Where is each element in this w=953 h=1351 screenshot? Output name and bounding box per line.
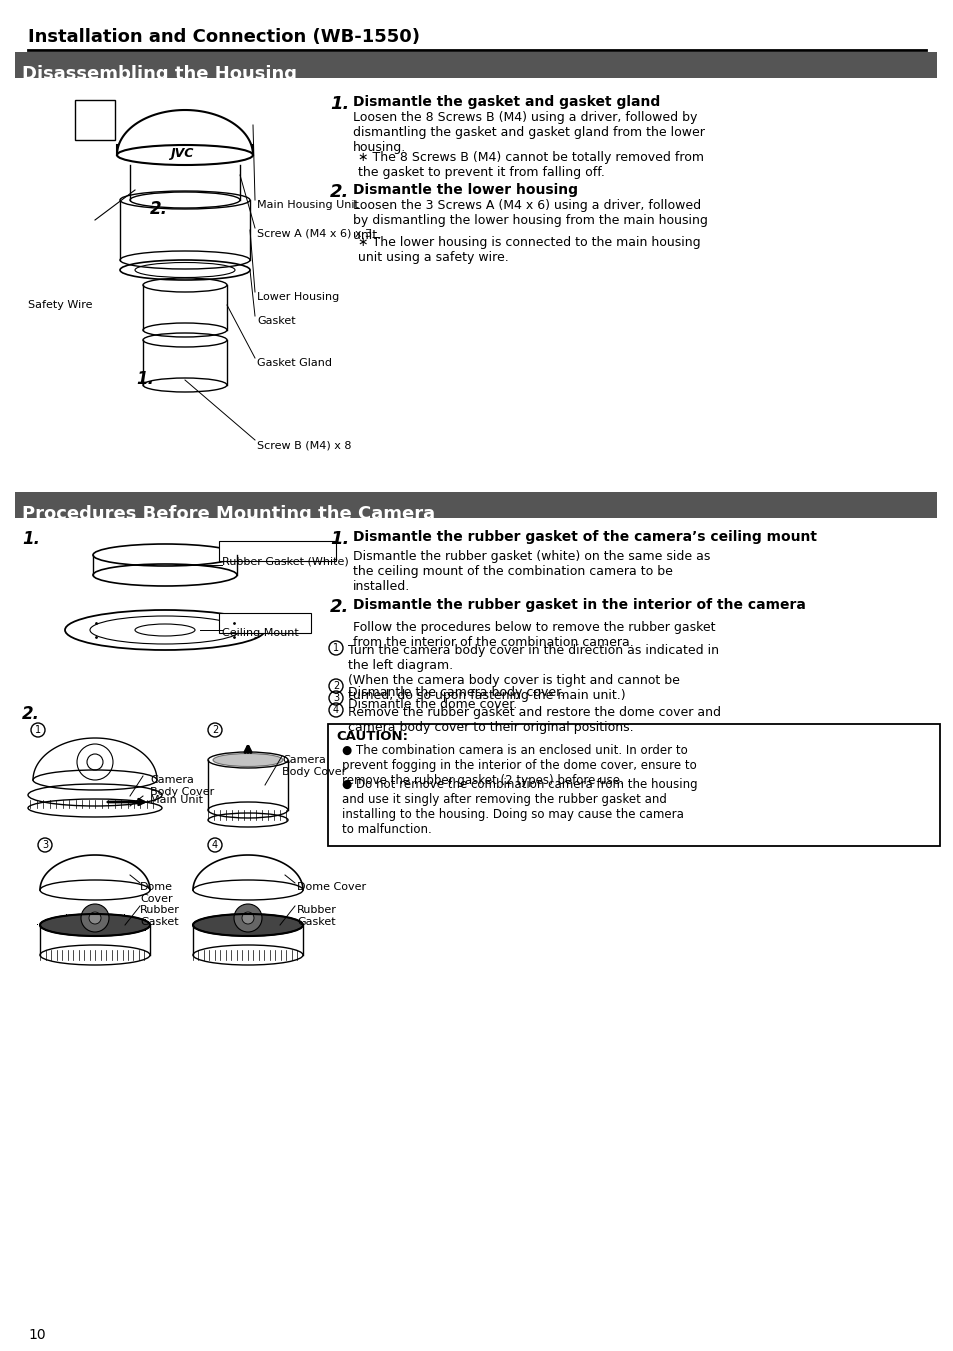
Text: Dome
Cover: Dome Cover	[140, 882, 172, 904]
Text: 2: 2	[212, 725, 218, 735]
Text: 1.: 1.	[22, 530, 40, 549]
Text: Disassembling the Housing: Disassembling the Housing	[22, 65, 296, 82]
Text: Screw B (M4) x 8: Screw B (M4) x 8	[256, 440, 351, 450]
Text: Camera
Body Cover: Camera Body Cover	[282, 755, 346, 777]
Text: Follow the procedures below to remove the rubber gasket
from the interior of the: Follow the procedures below to remove th…	[353, 621, 715, 648]
Text: 3: 3	[333, 693, 338, 703]
Text: Loosen the 8 Screws B (M4) using a driver, followed by
dismantling the gasket an: Loosen the 8 Screws B (M4) using a drive…	[353, 111, 704, 154]
Text: Dismantle the lower housing: Dismantle the lower housing	[353, 182, 578, 197]
Text: Camera
Body Cover: Camera Body Cover	[150, 775, 214, 797]
Circle shape	[81, 904, 109, 932]
Text: Gasket Gland: Gasket Gland	[256, 358, 332, 367]
Text: ∗ The lower housing is connected to the main housing
unit using a safety wire.: ∗ The lower housing is connected to the …	[357, 236, 700, 263]
Text: Rubber Gasket (White): Rubber Gasket (White)	[222, 557, 349, 566]
FancyBboxPatch shape	[15, 492, 936, 517]
Text: Dismantle the rubber gasket in the interior of the camera: Dismantle the rubber gasket in the inter…	[353, 598, 805, 612]
Bar	[75, 100, 115, 141]
Text: Safety Wire: Safety Wire	[28, 300, 92, 309]
Text: Installation and Connection (WB-1550): Installation and Connection (WB-1550)	[28, 28, 419, 46]
Text: Screw A (M4 x 6) x 3: Screw A (M4 x 6) x 3	[256, 228, 372, 238]
Text: 1: 1	[333, 643, 338, 653]
Text: Rubber
Gasket: Rubber Gasket	[296, 905, 336, 927]
Text: CAUTION:: CAUTION:	[335, 730, 408, 743]
Text: 2.: 2.	[330, 598, 349, 616]
Text: 4: 4	[333, 705, 338, 715]
Text: ● The combination camera is an enclosed unit. In order to
prevent fogging in the: ● The combination camera is an enclosed …	[341, 744, 696, 788]
Text: 1: 1	[35, 725, 41, 735]
Ellipse shape	[213, 754, 283, 766]
Circle shape	[233, 904, 262, 932]
Text: ● Do not remove the combination camera from the housing
and use it singly after : ● Do not remove the combination camera f…	[341, 778, 697, 836]
Circle shape	[242, 912, 253, 924]
Text: 1.: 1.	[330, 95, 349, 113]
Text: 2.: 2.	[330, 182, 349, 201]
Text: 3: 3	[42, 840, 48, 850]
Text: Loosen the 3 Screws A (M4 x 6) using a driver, followed
by dismantling the lower: Loosen the 3 Screws A (M4 x 6) using a d…	[353, 199, 707, 242]
Text: 4: 4	[212, 840, 218, 850]
Text: Dismantle the rubber gasket of the camera’s ceiling mount: Dismantle the rubber gasket of the camer…	[353, 530, 816, 544]
Text: Rubber
Gasket: Rubber Gasket	[140, 905, 180, 927]
Text: Main Unit: Main Unit	[150, 794, 203, 805]
FancyBboxPatch shape	[219, 540, 335, 561]
Circle shape	[89, 912, 101, 924]
Text: Dismantle the gasket and gasket gland: Dismantle the gasket and gasket gland	[353, 95, 659, 109]
Text: Main Housing Unit: Main Housing Unit	[256, 200, 358, 209]
Text: 10: 10	[28, 1328, 46, 1342]
Text: 2.: 2.	[22, 705, 40, 723]
Text: Dismantle the dome cover.: Dismantle the dome cover.	[348, 698, 517, 711]
Ellipse shape	[193, 915, 303, 936]
Text: JVC: JVC	[170, 147, 193, 159]
Text: ∗ The 8 Screws B (M4) cannot be totally removed from
the gasket to prevent it fr: ∗ The 8 Screws B (M4) cannot be totally …	[357, 151, 703, 178]
Text: Gasket: Gasket	[256, 316, 295, 326]
Ellipse shape	[40, 915, 150, 936]
FancyBboxPatch shape	[328, 724, 939, 846]
Text: Lower Housing: Lower Housing	[256, 292, 339, 303]
Text: Dismantle the rubber gasket (white) on the same side as
the ceiling mount of the: Dismantle the rubber gasket (white) on t…	[353, 550, 710, 593]
Text: Remove the rubber gasket and restore the dome cover and
camera body cover to the: Remove the rubber gasket and restore the…	[348, 707, 720, 734]
Text: Turn the camera body cover in the direction as indicated in
the left diagram.
(W: Turn the camera body cover in the direct…	[348, 644, 719, 703]
FancyBboxPatch shape	[15, 51, 936, 78]
Text: Ceiling Mount: Ceiling Mount	[222, 628, 298, 638]
Text: Procedures Before Mounting the Camera: Procedures Before Mounting the Camera	[22, 505, 435, 523]
Text: 2.: 2.	[150, 200, 168, 218]
FancyBboxPatch shape	[219, 613, 311, 634]
Text: 1.: 1.	[330, 530, 349, 549]
Text: Dome Cover: Dome Cover	[296, 882, 366, 892]
Text: Dismantle the camera body cover.: Dismantle the camera body cover.	[348, 686, 563, 698]
Text: 1.: 1.	[136, 370, 153, 388]
Text: 2: 2	[333, 681, 338, 690]
